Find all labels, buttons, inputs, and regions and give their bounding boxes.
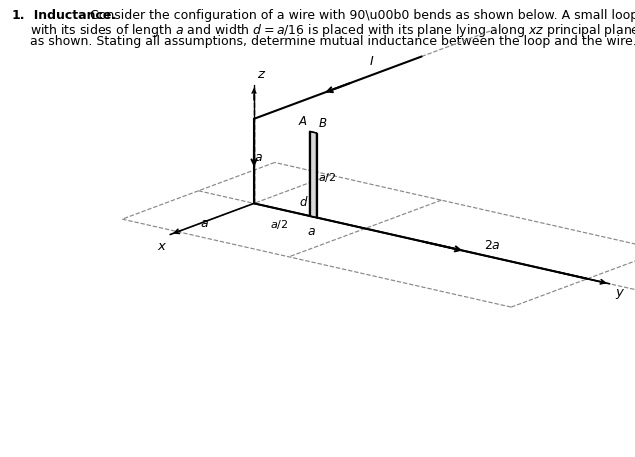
Text: $d$: $d$ xyxy=(299,195,309,209)
Text: Inductance.: Inductance. xyxy=(25,9,117,22)
Text: $A$: $A$ xyxy=(298,115,308,128)
Text: as shown. Stating all assumptions, determine mutual inductance between the loop : as shown. Stating all assumptions, deter… xyxy=(30,35,635,48)
Text: $x$: $x$ xyxy=(157,240,167,253)
Text: with its sides of length $a$ and width $d = a/16$ is placed with its plane lying: with its sides of length $a$ and width $… xyxy=(30,22,635,39)
Text: $I$: $I$ xyxy=(370,55,375,68)
Text: $a$: $a$ xyxy=(307,224,316,238)
Text: Consider the configuration of a wire with 90\u00b0 bends as shown below. A small: Consider the configuration of a wire wit… xyxy=(86,9,635,22)
Text: $2a$: $2a$ xyxy=(484,239,500,252)
Text: $a$: $a$ xyxy=(200,217,209,230)
Text: $a/2$: $a/2$ xyxy=(318,171,337,185)
Text: 1.: 1. xyxy=(11,9,25,22)
Text: $a/2$: $a/2$ xyxy=(270,218,288,230)
Text: $a$: $a$ xyxy=(254,151,263,164)
Text: $z$: $z$ xyxy=(257,69,267,81)
Text: $y$: $y$ xyxy=(615,287,625,302)
Text: $B$: $B$ xyxy=(318,117,328,130)
Polygon shape xyxy=(310,131,316,218)
